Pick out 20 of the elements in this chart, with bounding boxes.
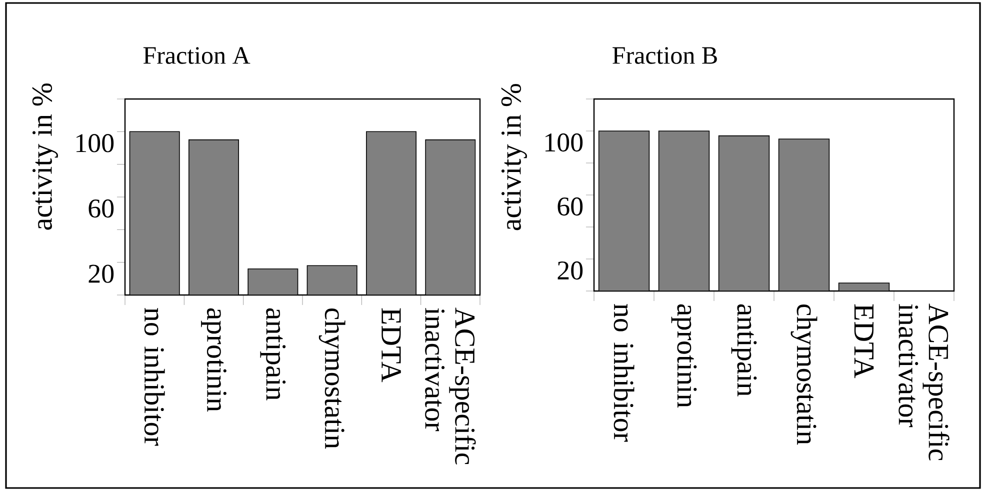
- x-tick-label: aprotinin: [671, 304, 697, 408]
- x-tick-label: chymostatin: [318, 308, 346, 449]
- x-tick-label: no inhibitor: [614, 304, 634, 442]
- x-tick-label: EDTA: [854, 304, 874, 378]
- y-tick-label: 20: [558, 261, 583, 280]
- y-tick-label: 60: [558, 197, 583, 216]
- y-axis-title: activity in %: [501, 84, 527, 230]
- y-tick-label: 60: [88, 199, 114, 218]
- y-tick-label: 100: [76, 134, 114, 152]
- x-tick-label: chymostatin: [790, 304, 818, 445]
- x-tick-label: antipain: [731, 304, 757, 396]
- chart-title: Fraction B: [612, 46, 717, 64]
- chart-title: Fraction A: [143, 46, 250, 64]
- y-axis-title: activity in %: [32, 83, 58, 230]
- x-tick-label: no inhibitor: [144, 308, 165, 446]
- y-tick-label: 100: [545, 133, 583, 152]
- y-tick-label: 20: [88, 264, 114, 283]
- x-tick-label: antipain: [260, 308, 286, 400]
- x-tick-label: EDTA: [382, 308, 401, 382]
- x-tick-label: aprotinin: [201, 308, 226, 412]
